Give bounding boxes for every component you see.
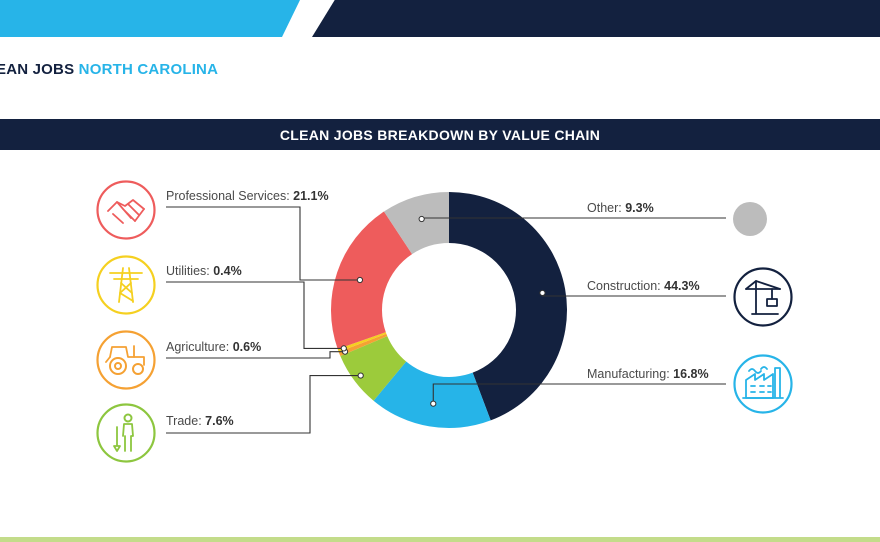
label-professional-services: Professional Services: 21.1%	[166, 189, 329, 203]
label-agriculture: Agriculture: 0.6%	[166, 340, 261, 354]
slice-utilities	[337, 332, 387, 352]
power-tower-icon	[96, 255, 156, 315]
slice-other	[383, 192, 449, 255]
category-icons	[96, 180, 793, 463]
label-utilities: Utilities: 0.4%	[166, 264, 242, 278]
label-professional-services-name: Professional Services:	[166, 189, 293, 203]
circle-icon	[733, 202, 767, 236]
brand-title: EAN JOBS NORTH CAROLINA	[0, 61, 218, 78]
leader-other	[418, 215, 726, 223]
leader-utilities	[166, 281, 347, 352]
label-utilities-name: Utilities:	[166, 264, 213, 278]
label-professional-services-value: 21.1%	[293, 189, 328, 203]
handshake-icon	[96, 180, 156, 240]
slice-construction	[449, 192, 567, 421]
factory-icon	[733, 354, 793, 414]
slice-trade	[340, 336, 407, 401]
label-manufacturing-name: Manufacturing:	[587, 367, 673, 381]
worker-icon	[96, 403, 156, 463]
donut-slices	[331, 192, 567, 429]
leader-lines	[166, 206, 726, 434]
label-other-name: Other:	[587, 201, 625, 215]
brand-title-part1: EAN JOBS	[0, 61, 75, 78]
label-other: Other: 9.3%	[587, 201, 654, 215]
slice-agriculture	[338, 333, 388, 356]
label-trade-name: Trade:	[166, 414, 205, 428]
chart-title-bar: CLEAN JOBS BREAKDOWN BY VALUE CHAIN	[0, 119, 880, 150]
slice-labels: Construction: 44.3% Manufacturing: 16.8% T…	[166, 189, 709, 428]
crane-icon	[733, 267, 793, 327]
leader-professional-services	[166, 206, 364, 284]
leader-construction	[539, 289, 726, 297]
header-band-light	[0, 0, 300, 37]
label-utilities-value: 0.4%	[213, 264, 242, 278]
slice-professional-services	[331, 211, 413, 350]
label-construction: Construction: 44.3%	[587, 279, 700, 293]
label-trade: Trade: 7.6%	[166, 414, 234, 428]
label-construction-name: Construction:	[587, 279, 664, 293]
leader-trade	[166, 372, 364, 434]
label-agriculture-value: 0.6%	[233, 340, 262, 354]
label-other-value: 9.3%	[625, 201, 654, 215]
footer-rule	[0, 537, 880, 542]
label-manufacturing-value: 16.8%	[673, 367, 708, 381]
tractor-icon	[96, 330, 156, 390]
label-construction-value: 44.3%	[664, 279, 699, 293]
header-band-dark	[312, 0, 880, 37]
chart-title: CLEAN JOBS BREAKDOWN BY VALUE CHAIN	[279, 126, 601, 143]
label-manufacturing: Manufacturing: 16.8%	[587, 367, 709, 381]
brand-title-part2: NORTH CAROLINA	[78, 61, 219, 78]
slice-manufacturing	[373, 361, 491, 429]
leader-manufacturing	[430, 383, 726, 407]
label-agriculture-name: Agriculture:	[166, 340, 233, 354]
label-trade-value: 7.6%	[205, 414, 234, 428]
